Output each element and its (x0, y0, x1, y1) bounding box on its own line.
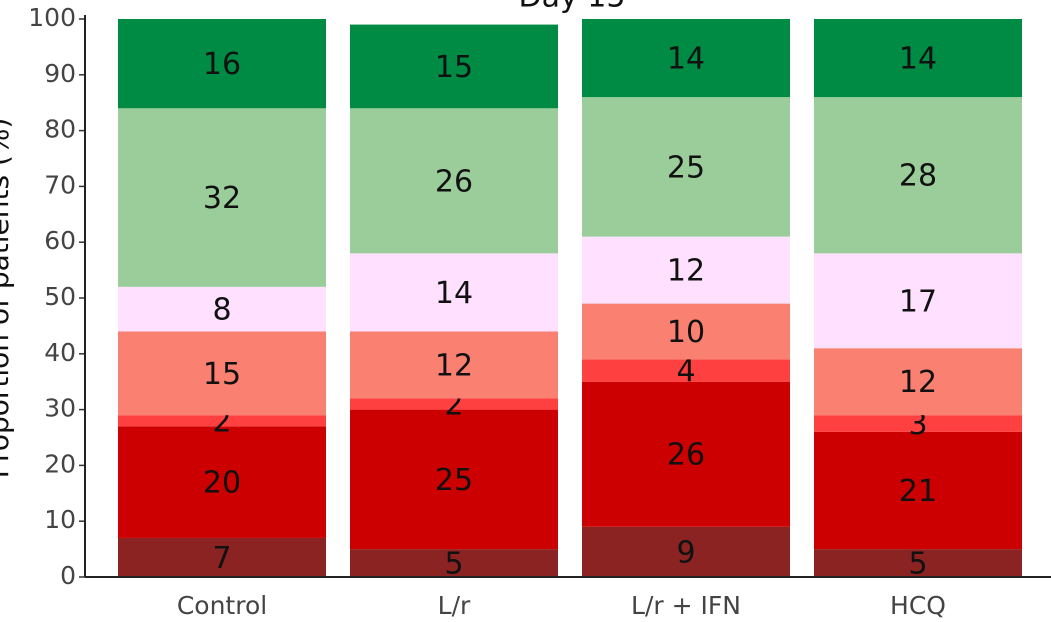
bar-segment (814, 431, 1022, 550)
data-label: 25 (435, 463, 473, 498)
y-tick-label: 60 (44, 226, 76, 255)
x-tick-label: Control (177, 591, 267, 620)
bar-segment (814, 97, 1022, 254)
y-tick-label: 90 (44, 59, 76, 88)
bar-segment (582, 303, 790, 360)
data-label: 12 (667, 254, 705, 289)
bar-segment (582, 97, 790, 237)
bar-segment (814, 348, 1022, 416)
bar-segment (814, 253, 1022, 349)
data-label: 21 (899, 474, 937, 509)
x-tick-label: L/r + IFN (631, 591, 741, 620)
bar-segment (118, 537, 326, 577)
data-label: 8 (212, 293, 231, 328)
bar-segment (350, 108, 558, 254)
bar-segment (350, 409, 558, 550)
data-label: 28 (899, 159, 937, 194)
y-tick-label: 70 (44, 170, 76, 199)
data-label: 3 (908, 407, 927, 442)
data-label: 10 (667, 315, 705, 350)
data-label: 14 (435, 276, 473, 311)
bar-segment (118, 415, 326, 427)
data-label: 7 (212, 541, 231, 576)
bar-segment (814, 415, 1022, 432)
y-tick-label: 30 (44, 394, 76, 423)
data-label: 9 (676, 535, 695, 570)
bar-segment (118, 19, 326, 109)
data-label: 4 (676, 354, 695, 389)
bar-segment (582, 526, 790, 577)
data-label: 12 (435, 348, 473, 383)
y-tick-label: 80 (44, 115, 76, 144)
data-label: 15 (203, 357, 241, 392)
data-label: 26 (667, 438, 705, 473)
y-tick-label: 40 (44, 338, 76, 367)
bar-segment (350, 398, 558, 410)
data-label: 5 (444, 547, 463, 582)
data-label: 12 (899, 365, 937, 400)
bar-segment (350, 331, 558, 399)
data-label: 26 (435, 164, 473, 199)
y-axis-label: Proportion of patients (%) (0, 118, 15, 479)
bar-segment (350, 549, 558, 577)
data-label: 14 (899, 42, 937, 77)
x-tick-label: L/r (438, 591, 471, 620)
data-label: 17 (899, 284, 937, 319)
bar-segment (582, 359, 790, 382)
data-label: 16 (203, 47, 241, 82)
chart-title: Day 15 (519, 0, 626, 15)
bar-segment (350, 24, 558, 109)
bar-segment (118, 286, 326, 332)
bar-segment (814, 19, 1022, 98)
bar-segment (118, 331, 326, 416)
data-label: 20 (203, 466, 241, 501)
y-tick-label: 0 (60, 561, 76, 590)
y-tick-label: 20 (44, 449, 76, 478)
bar-segment (118, 426, 326, 538)
y-tick-label: 10 (44, 505, 76, 534)
data-label: 15 (435, 50, 473, 85)
y-tick-label: 100 (28, 3, 76, 32)
bar-segment (582, 236, 790, 304)
data-label: 32 (203, 181, 241, 216)
bar-segment (582, 381, 790, 527)
data-label: 5 (908, 547, 927, 582)
bar-segment (814, 549, 1022, 577)
x-tick-label: HCQ (890, 591, 946, 620)
y-tick-label: 50 (44, 282, 76, 311)
data-label: 25 (667, 150, 705, 185)
data-label: 14 (667, 42, 705, 77)
bar-segment (118, 108, 326, 287)
bar-segment (350, 253, 558, 332)
bar-segment (582, 19, 790, 98)
